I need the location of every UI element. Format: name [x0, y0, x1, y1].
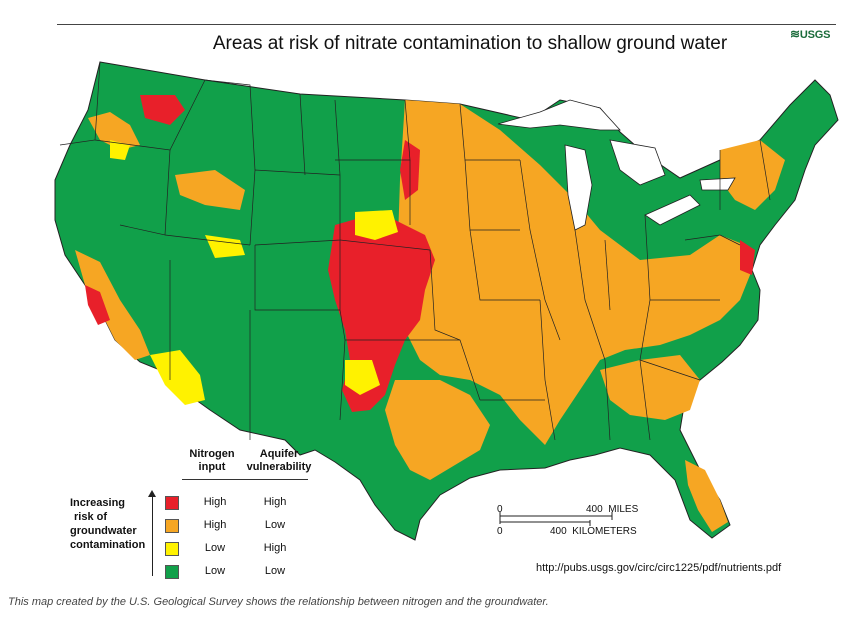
legend-axis-line1: Increasing [70, 497, 126, 509]
legend-axis-line2: risk of [74, 511, 108, 523]
legend-header-aquifer-line2: vulnerability [246, 461, 312, 473]
map-region-high-low-idaho [175, 170, 245, 210]
legend-aquifer-value: Low [264, 565, 286, 577]
legend-axis-line3: groundwater [70, 525, 137, 537]
canada-area [560, 70, 790, 150]
map-region-high-low-midwest [398, 100, 752, 445]
legend-nitrogen-value: High [203, 496, 227, 508]
map-region-low-high-washington [110, 140, 130, 160]
map-region-high-low-california [75, 250, 150, 360]
map-region-low-high-nebraska [355, 210, 398, 240]
lake-superior [497, 99, 621, 131]
legend-header-nitrogen-line1: Nitrogen [189, 448, 235, 460]
legend-swatch-high-low [165, 519, 179, 533]
title-rule [57, 24, 836, 25]
legend-aquifer-value: High [263, 542, 287, 554]
lake-ontario [699, 177, 736, 191]
legend-header-aquifer: Aquifer vulnerability [246, 448, 312, 474]
legend-swatch-low-low [165, 565, 179, 579]
legend-header-aquifer-line1: Aquifer [259, 448, 299, 460]
map-region-high-low-south [385, 380, 490, 480]
map-title: Areas at risk of nitrate contamination t… [212, 33, 728, 54]
legend-axis-line4: contamination [70, 539, 146, 551]
scale-miles-label: 400 MILES [586, 504, 639, 515]
legend-nitrogen-value: Low [204, 542, 226, 554]
usgs-logo: ≋USGS [790, 27, 830, 41]
map-region-low-high-socal [150, 350, 205, 405]
lake-michigan [564, 144, 593, 231]
legend-nitrogen-value: Low [204, 565, 226, 577]
source-url: http://pubs.usgs.gov/circ/circ1225/pdf/n… [536, 562, 782, 574]
lake-huron [609, 139, 666, 186]
legend-nitrogen-value: High [203, 519, 227, 531]
usgs-logo-text: USGS [799, 29, 831, 41]
scale-zero-miles: 0 [497, 504, 503, 515]
map-region-high-low-florida [685, 460, 728, 532]
legend-axis-label: Increasing risk of groundwater contamina… [70, 496, 145, 552]
legend-aquifer-value: High [263, 496, 287, 508]
arrow-up-icon [148, 490, 156, 497]
map-region-high-high-delmarva [740, 240, 755, 275]
usgs-wave-icon: ≋ [790, 27, 800, 41]
image-caption: This map created by the U.S. Geological … [8, 596, 549, 608]
legend-swatch-high-high [165, 496, 179, 510]
map-region-high-low-southeast [600, 355, 700, 420]
scale-zero-km: 0 [497, 526, 503, 537]
map-region-high-high-california [85, 285, 110, 325]
lake-erie [644, 194, 701, 226]
legend-header-rule [182, 479, 308, 480]
map-region-low-high-texas [345, 360, 380, 395]
legend-header-nitrogen-line2: input [198, 461, 226, 473]
legend-header-nitrogen: Nitrogen input [182, 448, 242, 474]
legend-risk-arrow [152, 496, 153, 576]
legend-swatch-low-high [165, 542, 179, 556]
map-region-high-high-washington [140, 95, 185, 125]
legend-aquifer-value: Low [264, 519, 286, 531]
state-boundaries [59, 61, 771, 441]
scale-km-label: 400 KILOMETERS [550, 526, 637, 537]
